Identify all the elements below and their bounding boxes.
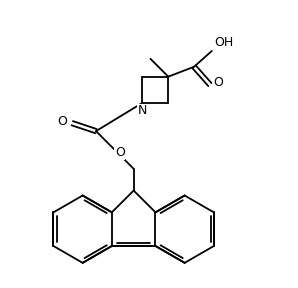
Text: N: N: [138, 104, 147, 118]
Text: O: O: [58, 115, 67, 128]
Text: OH: OH: [214, 36, 233, 49]
Text: O: O: [115, 146, 125, 160]
Text: O: O: [213, 76, 223, 89]
